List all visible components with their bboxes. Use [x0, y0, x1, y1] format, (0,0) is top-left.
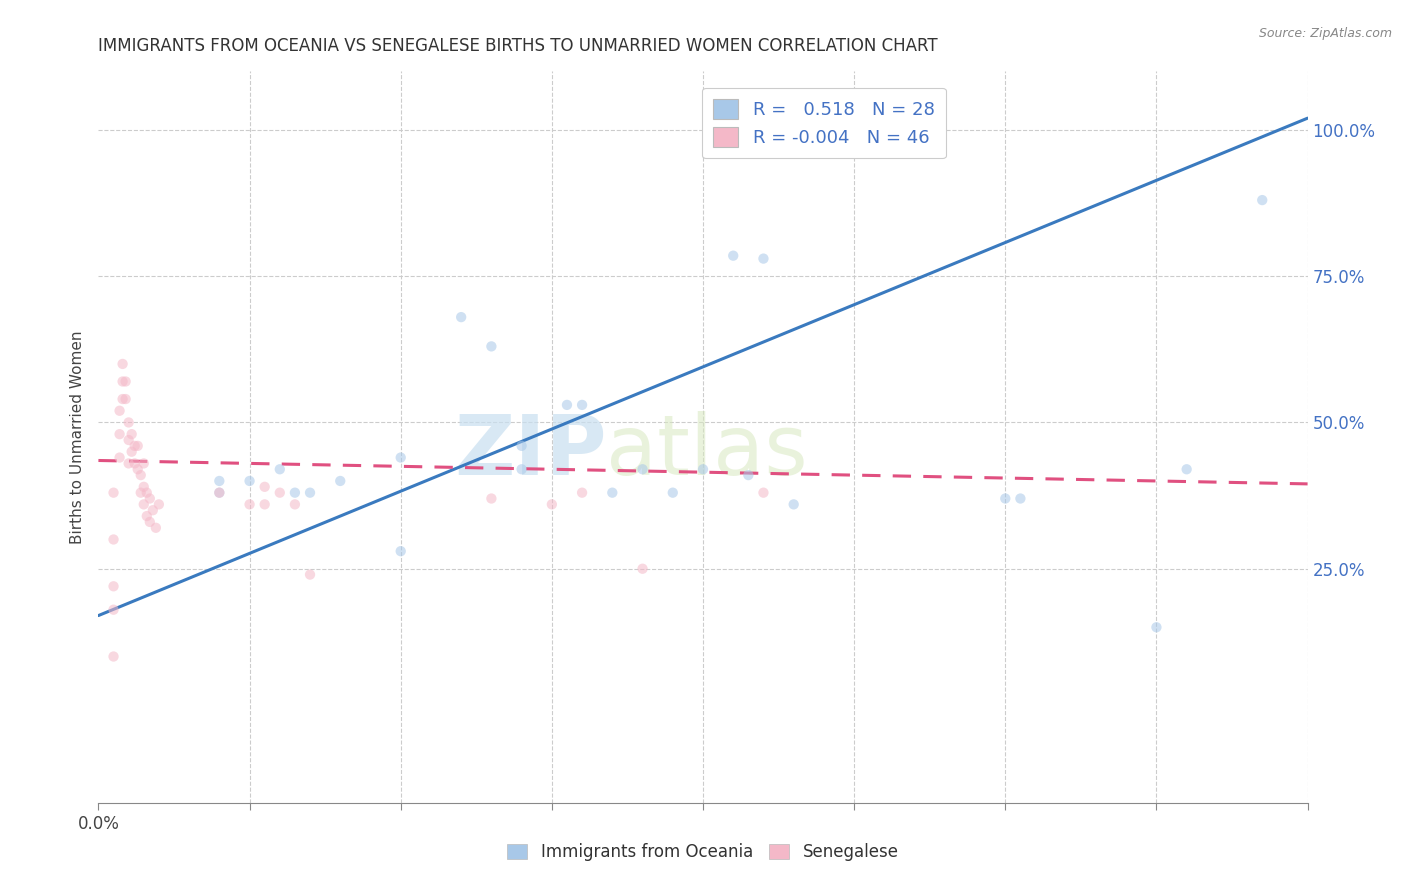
Point — [284, 497, 307, 511]
Point — [389, 450, 412, 465]
Point — [571, 398, 593, 412]
Point — [111, 375, 134, 389]
Point — [661, 485, 683, 500]
Point — [783, 497, 806, 511]
Point — [108, 450, 131, 465]
Point — [129, 468, 152, 483]
Point — [121, 427, 143, 442]
Point — [124, 457, 146, 471]
Point — [540, 497, 562, 511]
Point — [510, 439, 533, 453]
Point — [114, 375, 136, 389]
Y-axis label: Births to Unmarried Women: Births to Unmarried Women — [69, 330, 84, 544]
Point — [108, 403, 131, 417]
Point — [994, 491, 1017, 506]
Point — [269, 485, 291, 500]
Point — [111, 392, 134, 406]
Point — [253, 480, 276, 494]
Point — [139, 491, 162, 506]
Text: ZIP: ZIP — [454, 411, 606, 492]
Text: atlas: atlas — [606, 411, 808, 492]
Point — [139, 515, 162, 529]
Point — [450, 310, 472, 325]
Point — [103, 485, 125, 500]
Point — [737, 468, 759, 483]
Point — [132, 497, 155, 511]
Point — [127, 439, 149, 453]
Point — [510, 462, 533, 476]
Point — [132, 457, 155, 471]
Point — [723, 249, 745, 263]
Point — [239, 497, 262, 511]
Point — [481, 339, 503, 353]
Point — [253, 497, 276, 511]
Point — [118, 416, 141, 430]
Point — [142, 503, 165, 517]
Point — [111, 357, 134, 371]
Text: Source: ZipAtlas.com: Source: ZipAtlas.com — [1258, 27, 1392, 40]
Point — [121, 444, 143, 458]
Point — [1251, 193, 1274, 207]
Legend: Immigrants from Oceania, Senegalese: Immigrants from Oceania, Senegalese — [501, 837, 905, 868]
Point — [1010, 491, 1032, 506]
Point — [299, 485, 322, 500]
Point — [752, 252, 775, 266]
Point — [103, 603, 125, 617]
Point — [118, 433, 141, 447]
Point — [118, 457, 141, 471]
Point — [555, 398, 578, 412]
Point — [208, 485, 231, 500]
Point — [208, 485, 231, 500]
Point — [389, 544, 412, 558]
Point — [269, 462, 291, 476]
Point — [148, 497, 170, 511]
Point — [631, 562, 654, 576]
Point — [208, 474, 231, 488]
Point — [1144, 620, 1167, 634]
Point — [284, 485, 307, 500]
Point — [127, 462, 149, 476]
Point — [132, 480, 155, 494]
Point — [752, 485, 775, 500]
Point — [145, 521, 167, 535]
Point — [135, 509, 157, 524]
Point — [103, 649, 125, 664]
Point — [1175, 462, 1198, 476]
Point — [571, 485, 593, 500]
Point — [239, 474, 262, 488]
Point — [103, 533, 125, 547]
Point — [108, 427, 131, 442]
Point — [329, 474, 352, 488]
Point — [299, 567, 322, 582]
Point — [129, 485, 152, 500]
Point — [602, 485, 624, 500]
Point — [124, 439, 146, 453]
Point — [135, 485, 157, 500]
Point — [114, 392, 136, 406]
Point — [103, 579, 125, 593]
Point — [481, 491, 503, 506]
Point — [631, 462, 654, 476]
Point — [692, 462, 714, 476]
Text: IMMIGRANTS FROM OCEANIA VS SENEGALESE BIRTHS TO UNMARRIED WOMEN CORRELATION CHAR: IMMIGRANTS FROM OCEANIA VS SENEGALESE BI… — [98, 37, 938, 54]
